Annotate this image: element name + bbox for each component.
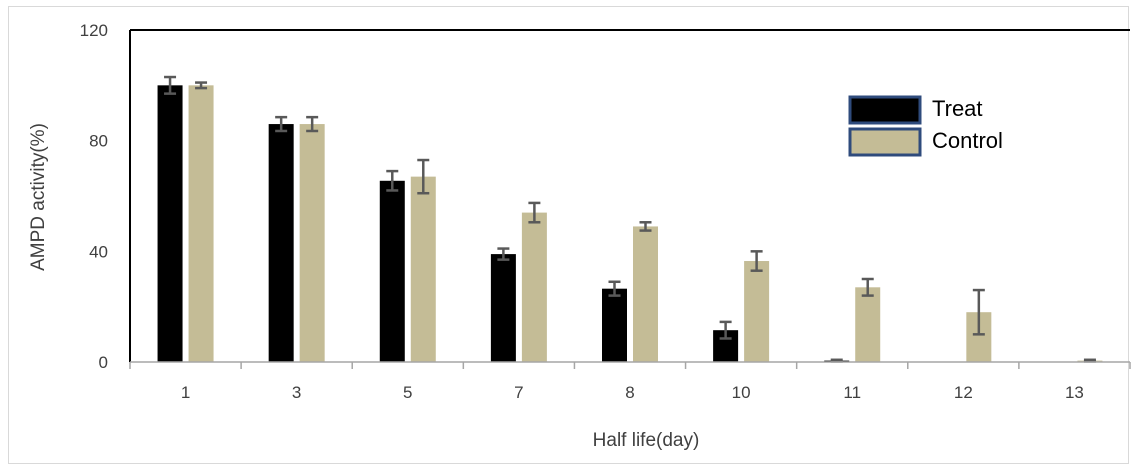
bar-control-7 [521, 212, 547, 362]
bar-treat-7 [490, 254, 516, 362]
bar-treat-3 [268, 124, 294, 362]
bar-control-3 [299, 124, 325, 362]
x-axis-title: Half life(day) [593, 430, 700, 451]
bar-treat-8 [602, 288, 627, 362]
bar-control-5 [410, 176, 436, 362]
legend: Treat Control [848, 95, 1003, 157]
x-tick-label: 11 [843, 383, 861, 402]
error-bar-treat-5 [386, 169, 399, 192]
y-tick-label: 80 [89, 132, 108, 151]
bar-control-11 [855, 287, 881, 362]
x-tick-label: 12 [954, 383, 973, 402]
error-bar-control-11 [861, 277, 874, 297]
legend-label: Control [932, 128, 1003, 153]
x-tick-label: 8 [625, 383, 634, 402]
x-tick-label: 13 [1065, 383, 1084, 402]
y-tick-label: 0 [99, 353, 108, 372]
y-tick-label: 40 [89, 242, 108, 261]
y-axis-title: AMPD activity(%) [28, 123, 49, 271]
error-bars-group [164, 75, 1096, 363]
y-axis-ticks: 0 40 80 120 [80, 21, 108, 372]
legend-item-treat: Treat [848, 95, 983, 125]
legend-swatch [848, 127, 922, 157]
error-bar-control-3 [306, 115, 319, 133]
bar-treat-5 [379, 180, 405, 362]
error-bar-treat-10 [719, 320, 732, 340]
bar-control-10 [744, 261, 770, 362]
bar-control-8 [633, 226, 658, 362]
y-tick-label: 120 [80, 21, 108, 40]
x-tick-label: 3 [292, 383, 301, 402]
bar-control-1 [188, 85, 214, 362]
x-tick-label: 5 [403, 383, 412, 402]
x-tick-label: 1 [181, 383, 190, 402]
legend-swatch [848, 95, 922, 125]
error-bar-treat-11 [830, 358, 843, 363]
error-bar-control-10 [750, 250, 763, 272]
x-axis-ticks: 1 3 5 7 8 10 11 12 13 [181, 383, 1084, 402]
legend-label: Treat [932, 96, 983, 121]
x-tick-label: 10 [732, 383, 751, 402]
error-bar-treat-3 [275, 115, 288, 133]
bars-group [157, 85, 1103, 362]
bar-treat-1 [157, 85, 183, 362]
error-bar-control-12 [972, 288, 985, 336]
error-bar-control-8 [639, 221, 652, 232]
error-bar-treat-1 [164, 75, 177, 95]
x-tick-label: 7 [514, 383, 523, 402]
error-bar-control-13 [1083, 358, 1096, 363]
error-bar-control-7 [528, 201, 541, 224]
error-bar-treat-7 [497, 247, 510, 261]
error-bar-treat-8 [608, 280, 621, 297]
axes-group [129, 29, 1131, 369]
error-bar-control-1 [195, 81, 208, 90]
error-bar-control-5 [417, 158, 430, 195]
legend-item-control: Control [848, 127, 1003, 157]
